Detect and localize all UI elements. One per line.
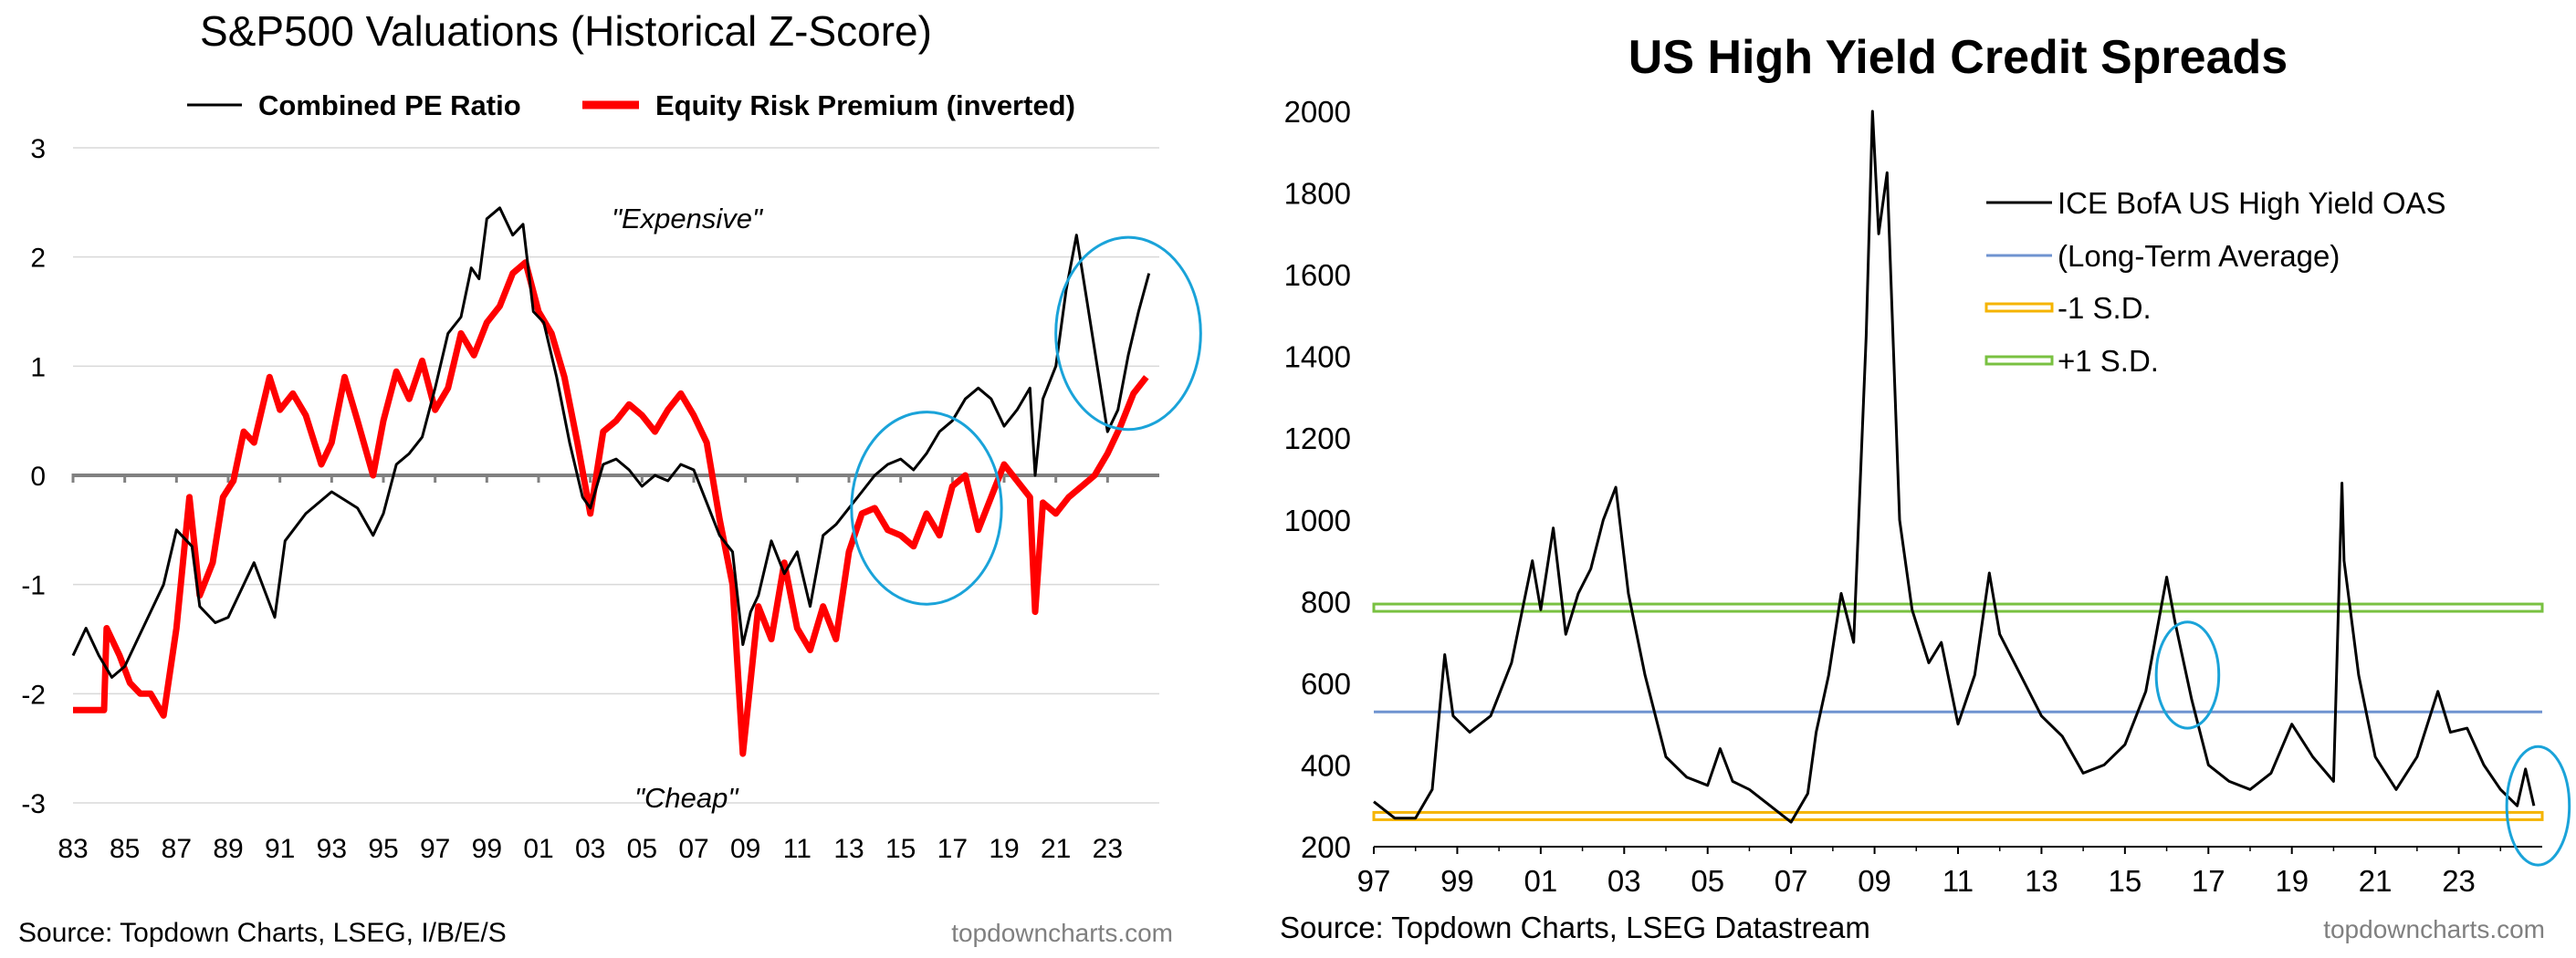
left-x-tick-label: 21: [1041, 834, 1071, 864]
legend-label-pe: Combined PE Ratio: [258, 89, 521, 121]
right-x-tick-label: 09: [1858, 864, 1891, 898]
left-x-tick-label: 19: [989, 834, 1019, 864]
pe-series-line: [71, 206, 1151, 679]
right-chart-title: US High Yield Credit Spreads: [1628, 31, 2288, 84]
right-x-tick-label: 15: [2108, 864, 2141, 898]
legend-swatch-plus-sd: [1984, 355, 2054, 366]
left-x-tick-label: 95: [368, 834, 398, 864]
plus-1-sd-band: [1372, 602, 2544, 613]
right-y-tick-label: 1800: [1284, 177, 1351, 211]
right-highlight-circle: [2154, 620, 2221, 730]
right-y-tick-label: 800: [1301, 585, 1351, 619]
right-legend: ICE BofA US High Yield OAS (Long-Term Av…: [1984, 186, 2446, 378]
right-x-tick-label: 99: [1440, 864, 1474, 898]
annotation-cheap: "Cheap": [634, 782, 739, 814]
right-source-note: Source: Topdown Charts, LSEG Datastream: [1280, 911, 1870, 944]
left-x-tick-label: 87: [162, 834, 192, 864]
right-y-tick-label: 400: [1301, 748, 1351, 782]
left-chart-title: S&P500 Valuations (Historical Z-Score): [200, 7, 932, 55]
pe-zscore-chart: S&P500 Valuations (Historical Z-Score) C…: [18, 7, 1202, 948]
left-x-tick-label: 13: [833, 834, 864, 864]
left-x-tick-label: 97: [420, 834, 450, 864]
legend-label-average: (Long-Term Average): [2058, 239, 2340, 273]
legend-label-hy-oas: ICE BofA US High Yield OAS: [2058, 186, 2446, 220]
right-y-tick-label: 200: [1301, 830, 1351, 864]
right-highlight-circle: [2505, 745, 2571, 867]
left-y-tick-label: 2: [30, 244, 46, 274]
left-x-tick-label: 15: [885, 834, 916, 864]
left-y-tick-label: 1: [30, 352, 46, 382]
left-y-tick-label: -2: [21, 680, 46, 710]
right-x-tick-label: 03: [1607, 864, 1641, 898]
right-x-tick-label: 17: [2192, 864, 2225, 898]
right-y-tick-label: 1200: [1284, 422, 1351, 455]
right-x-tick-label: 13: [2025, 864, 2058, 898]
right-x-tick-label: 11: [1942, 864, 1974, 898]
annotation-expensive: "Expensive": [612, 203, 764, 234]
left-x-tick-label: 99: [472, 834, 502, 864]
right-y-tick-label: 2000: [1284, 95, 1351, 129]
right-x-tick-label: 23: [2442, 864, 2476, 898]
hy-oas-series-line: [1373, 109, 2536, 824]
left-y-tick-label: -1: [21, 571, 46, 601]
right-chart-panel: US High Yield Credit Spreads 2000 1800 160…: [1214, 0, 2576, 958]
left-highlight-circle: [850, 411, 1003, 606]
left-x-tick-label: 09: [730, 834, 760, 864]
left-x-tick-label: 85: [110, 834, 140, 864]
left-y-tick-label: 0: [30, 462, 46, 492]
right-x-tick-label: 19: [2275, 864, 2309, 898]
left-y-tick-label: 3: [30, 134, 46, 164]
left-x-tick-label: 91: [265, 834, 295, 864]
right-x-tick-label: 05: [1691, 864, 1724, 898]
left-chart-panel: S&P500 Valuations (Historical Z-Score) C…: [0, 0, 1214, 958]
left-x-tick-label: 05: [627, 834, 657, 864]
left-x-tick-label: 23: [1093, 834, 1123, 864]
left-x-tick-label: 89: [213, 834, 243, 864]
legend-label-plus-sd: +1 S.D.: [2058, 344, 2159, 378]
hy-spreads-chart: US High Yield Credit Spreads 20001800160…: [1280, 31, 2571, 944]
left-x-tick-label: 93: [317, 834, 347, 864]
left-x-tick-label: 11: [783, 834, 812, 864]
right-watermark: topdowncharts.com: [2323, 915, 2545, 943]
erp-series-line: [73, 259, 1149, 757]
left-highlight-circle: [1054, 235, 1202, 432]
left-x-tick-label: 83: [58, 834, 88, 864]
legend-label-minus-sd: -1 S.D.: [2058, 291, 2152, 325]
left-y-tick-label: -3: [21, 789, 46, 819]
minus-1-sd-band: [1372, 810, 2544, 821]
left-source-note: Source: Topdown Charts, LSEG, I/B/E/S: [18, 918, 507, 948]
right-x-tick-label: 21: [2359, 864, 2393, 898]
legend-label-erp: Equity Risk Premium (inverted): [655, 89, 1075, 121]
right-y-tick-label: 1600: [1284, 258, 1351, 292]
left-x-tick-label: 03: [575, 834, 605, 864]
legend-swatch-minus-sd: [1984, 302, 2054, 313]
left-watermark: topdowncharts.com: [951, 919, 1173, 947]
right-y-tick-label: 1000: [1284, 504, 1351, 537]
left-x-tick-label: 07: [678, 834, 708, 864]
right-x-tick-label: 97: [1357, 864, 1391, 898]
right-x-tick-label: 01: [1524, 864, 1557, 898]
right-x-tick-label: 07: [1775, 864, 1808, 898]
left-x-tick-label: 01: [523, 834, 553, 864]
left-x-tick-label: 17: [937, 834, 968, 864]
right-y-tick-label: 1400: [1284, 340, 1351, 374]
right-y-tick-label: 600: [1301, 667, 1351, 701]
